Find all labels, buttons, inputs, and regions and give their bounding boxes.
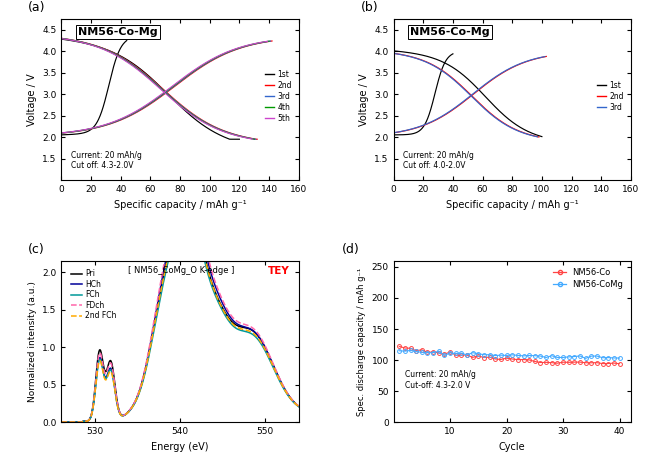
Text: TEY: TEY	[268, 265, 290, 276]
X-axis label: Cycle: Cycle	[499, 441, 525, 452]
Y-axis label: Voltage / V: Voltage / V	[359, 73, 369, 126]
Y-axis label: Spec. discharge capacity / mAh g⁻¹: Spec. discharge capacity / mAh g⁻¹	[357, 267, 366, 416]
Text: [ NM56_CoMg_O K-edge ]: [ NM56_CoMg_O K-edge ]	[128, 265, 234, 275]
Y-axis label: Normalized intensity (a.u.): Normalized intensity (a.u.)	[28, 281, 37, 402]
Legend: 1st, 2nd, 3rd: 1st, 2nd, 3rd	[594, 78, 627, 114]
Text: NM56-Co-Mg: NM56-Co-Mg	[410, 27, 490, 37]
Text: Current: 20 mAh/g
Cut off: 4.3-2.0V: Current: 20 mAh/g Cut off: 4.3-2.0V	[71, 151, 142, 170]
Text: Current: 20 mAh/g
Cut off: 4.0-2.0V: Current: 20 mAh/g Cut off: 4.0-2.0V	[403, 151, 474, 170]
Text: (c): (c)	[28, 243, 45, 256]
Legend: 1st, 2nd, 3rd, 4th, 5th: 1st, 2nd, 3rd, 4th, 5th	[262, 67, 295, 126]
Text: (d): (d)	[342, 243, 359, 256]
Text: (b): (b)	[360, 1, 378, 14]
Text: NM56-Co-Mg: NM56-Co-Mg	[78, 27, 158, 37]
Y-axis label: Voltage / V: Voltage / V	[27, 73, 37, 126]
Text: Current: 20 mAh/g
Cut-off: 4.3-2.0 V: Current: 20 mAh/g Cut-off: 4.3-2.0 V	[406, 371, 476, 390]
Text: (a): (a)	[28, 1, 46, 14]
Legend: NM56-Co, NM56-CoMg: NM56-Co, NM56-CoMg	[550, 265, 627, 292]
X-axis label: Specific capacity / mAh g⁻¹: Specific capacity / mAh g⁻¹	[114, 199, 247, 210]
Legend: Pri, HCh, FCh, FDch, 2nd FCh: Pri, HCh, FCh, FDch, 2nd FCh	[68, 266, 120, 324]
X-axis label: Specific capacity / mAh g⁻¹: Specific capacity / mAh g⁻¹	[446, 199, 578, 210]
X-axis label: Energy (eV): Energy (eV)	[151, 441, 209, 452]
